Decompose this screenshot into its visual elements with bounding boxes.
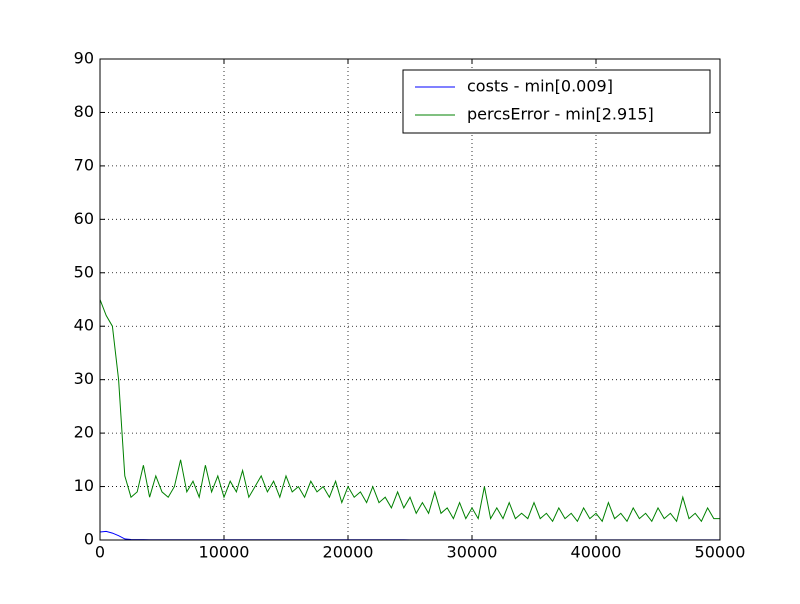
x-tick-label: 40000 — [571, 543, 622, 562]
y-tick-label: 20 — [74, 423, 94, 442]
y-tick-label: 40 — [74, 316, 94, 335]
series-line — [99, 299, 720, 523]
y-tick-label: 70 — [74, 155, 94, 174]
y-tick-label: 90 — [74, 49, 94, 68]
y-tick-label: 10 — [74, 476, 94, 495]
y-tick-label: 50 — [74, 262, 94, 281]
y-tick-label: 80 — [74, 102, 94, 121]
y-tick-label: 60 — [74, 209, 94, 228]
x-tick-label: 10000 — [199, 543, 250, 562]
x-tick-label: 0 — [95, 543, 105, 562]
y-tick-label: 30 — [74, 369, 94, 388]
x-tick-label: 20000 — [323, 543, 374, 562]
legend-label: costs - min[0.009] — [467, 77, 613, 96]
legend-box — [402, 69, 711, 134]
y-tick-label: 0 — [84, 530, 94, 549]
legend-label: percsError - min[2.915] — [467, 105, 654, 124]
plot-frame — [99, 58, 721, 541]
x-tick-label: 50000 — [695, 543, 746, 562]
x-tick-label: 30000 — [447, 543, 498, 562]
